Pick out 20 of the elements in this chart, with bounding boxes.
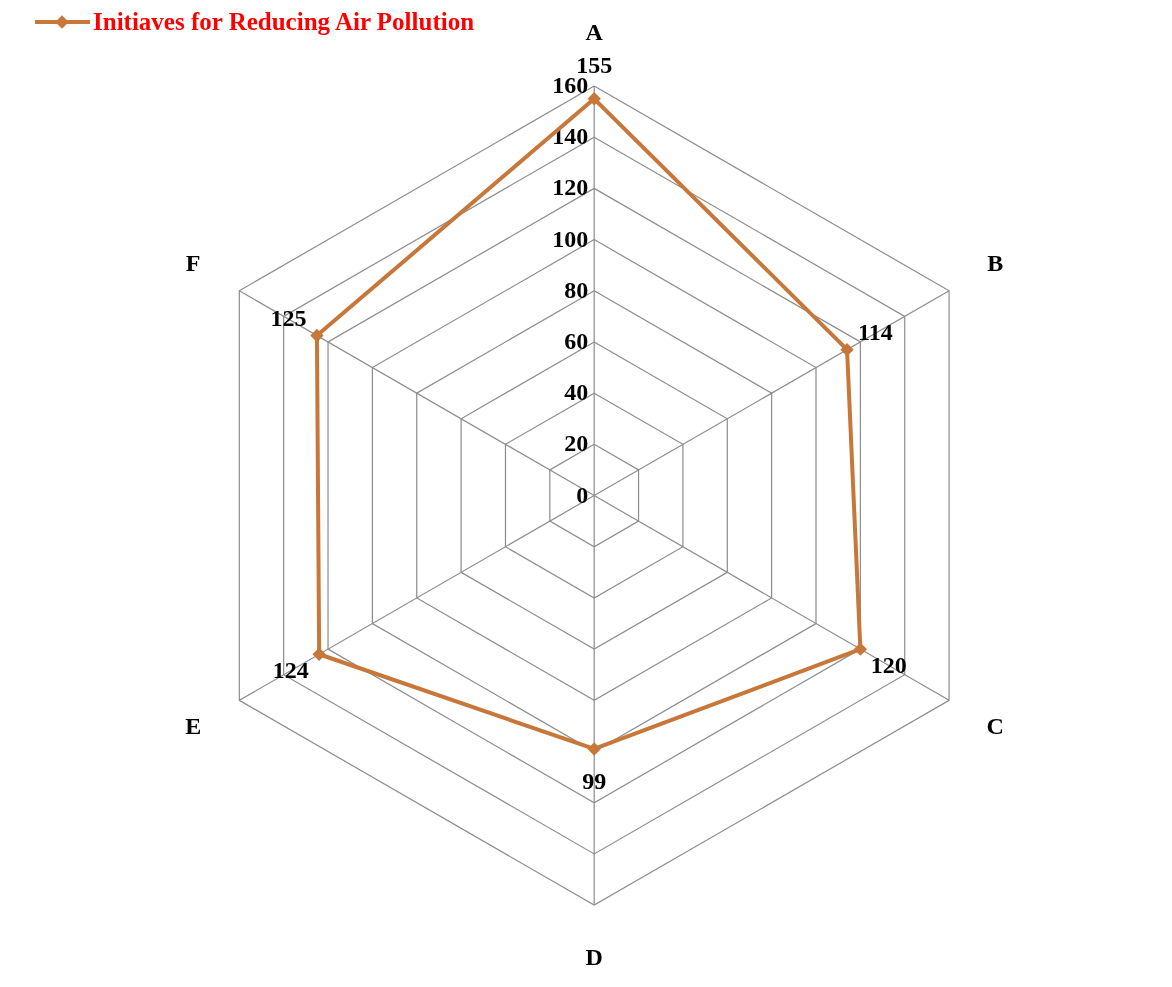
data-label: 114 xyxy=(858,319,893,346)
y-tick-label: 20 xyxy=(564,430,589,457)
data-label: 120 xyxy=(870,651,907,678)
data-label: 125 xyxy=(270,305,307,332)
y-tick-label: 40 xyxy=(564,379,589,406)
y-tick-label: 140 xyxy=(552,123,589,150)
data-label: 124 xyxy=(272,656,309,683)
y-tick-label: 100 xyxy=(552,225,589,252)
spoke-label: A xyxy=(585,18,604,45)
y-tick-label: 60 xyxy=(564,327,589,354)
data-label: 99 xyxy=(582,767,607,794)
spoke-label: F xyxy=(185,250,201,277)
y-tick-label: 80 xyxy=(564,276,589,303)
spoke-label: E xyxy=(185,712,202,739)
spoke-label: C xyxy=(986,712,1004,739)
legend-label: Initiaves for Reducing Air Pollution xyxy=(93,8,475,35)
y-tick-label: 0 xyxy=(576,481,589,508)
spoke-label: D xyxy=(585,944,603,971)
y-tick-label: 120 xyxy=(552,174,589,201)
spoke-label: B xyxy=(987,250,1004,277)
